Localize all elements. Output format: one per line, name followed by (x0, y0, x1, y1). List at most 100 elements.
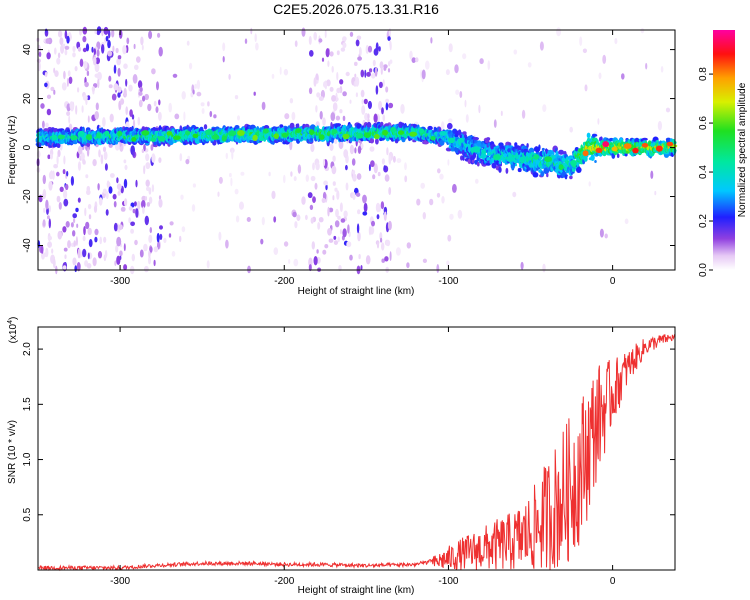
heatmap-cell (389, 59, 393, 64)
heatmap-cell (381, 107, 384, 115)
heatmap-cell (373, 163, 378, 174)
heatmap-cell (157, 241, 160, 250)
heatmap-cell (375, 85, 379, 95)
snr-panel: -300 -200 -100 0 0.5 1.0 1.5 2.0 Height of str… (7, 317, 676, 596)
colorbar-label: Normalized spectral amplitude (737, 82, 748, 217)
heatmap-cell (367, 118, 370, 123)
heatmap-cell (409, 131, 417, 137)
heatmap-cell (70, 222, 74, 228)
heatmap-cell (51, 248, 54, 254)
heatmap-cell (46, 52, 51, 60)
heatmap-cell (158, 111, 162, 121)
heatmap-cell (312, 162, 315, 171)
heatmap-cell (331, 129, 338, 134)
heatmap-cell (447, 234, 452, 242)
heatmap-cell (406, 262, 410, 269)
heatmap-cell (123, 159, 127, 164)
heatmap-cell (45, 28, 48, 33)
heatmap-cell (68, 115, 71, 124)
heatmap-cell (383, 211, 387, 221)
heatmap-cell (357, 56, 362, 61)
heatmap-cell (47, 235, 53, 241)
heatmap-cell (487, 60, 491, 71)
heatmap-cell (357, 209, 361, 215)
heatmap-cell (372, 59, 376, 67)
heatmap-cell (225, 239, 229, 249)
heatmap-cell (339, 109, 343, 114)
heatmap-cell (421, 69, 426, 80)
heatmap-cell (163, 237, 167, 243)
heatmap-cell (582, 150, 589, 157)
heatmap-cell (271, 190, 276, 200)
heatmap-cell (153, 100, 157, 107)
heatmap-cell (159, 225, 163, 230)
heatmap-cell (351, 158, 356, 166)
heatmap-cell (260, 238, 264, 245)
heatmap-cell (294, 221, 298, 229)
x-tick-label: -200 (274, 576, 294, 587)
heatmap-cell (342, 115, 346, 121)
heatmap-cell (527, 62, 532, 68)
heatmap-cell (288, 259, 291, 264)
heatmap-cell (62, 265, 67, 270)
heatmap-cell (352, 192, 356, 200)
heatmap-cell (541, 147, 545, 151)
heatmap-cell (146, 186, 150, 191)
heatmap-cell (292, 211, 297, 218)
heatmap-cell (86, 134, 92, 141)
heatmap-cell (396, 158, 402, 164)
heatmap-cell (514, 163, 517, 167)
heatmap-cell (63, 189, 68, 199)
heatmap-cell (67, 240, 71, 249)
heatmap-cell (336, 190, 340, 200)
heatmap-cell (480, 153, 487, 159)
heatmap-cell (213, 114, 217, 119)
heatmap-cell (99, 236, 102, 245)
heatmap-cell (231, 149, 234, 160)
heatmap-cell (54, 47, 57, 55)
heatmap-cell (122, 45, 127, 55)
heatmap-cell (48, 181, 53, 191)
heatmap-cell (209, 110, 213, 118)
heatmap-cell (381, 242, 385, 251)
heatmap-cell (505, 167, 509, 174)
heatmap-cell (123, 178, 128, 189)
heatmap-cell (367, 113, 370, 120)
heatmap-cell (371, 73, 376, 79)
heatmap-cell (361, 99, 364, 105)
heatmap-cell (133, 43, 136, 50)
heatmap-cell (56, 142, 61, 148)
heatmap-cell (358, 254, 361, 260)
heatmap-cell (207, 101, 210, 107)
heatmap-cell (132, 74, 138, 84)
heatmap-cell (309, 50, 314, 57)
heatmap-cell (591, 133, 598, 137)
heatmap-cell (65, 183, 69, 191)
heatmap-cell (582, 48, 588, 54)
heatmap-cell (95, 102, 99, 111)
heatmap-cell (221, 135, 227, 142)
heatmap-cell (332, 102, 338, 112)
heatmap-cell (179, 235, 182, 243)
heatmap-cell (104, 130, 110, 137)
heatmap-cell (262, 128, 269, 134)
colorbar-tick-label: 0.6 (698, 116, 709, 130)
spectrogram-y-label: Frequency (Hz) (7, 116, 18, 185)
heatmap-cell (436, 264, 440, 273)
heatmap-cell (506, 155, 515, 162)
heatmap-cell (144, 93, 150, 101)
heatmap-cell (400, 103, 405, 114)
heatmap-cell (289, 140, 293, 151)
heatmap-cell (422, 212, 426, 220)
spectrogram-x-ticks: -300 -200 -100 0 (110, 30, 616, 287)
heatmap-cell (384, 256, 389, 262)
heatmap-cell (125, 106, 128, 115)
y-tick-label: 1.5 (22, 397, 33, 411)
heatmap-cell (77, 248, 81, 259)
heatmap-cell (645, 62, 648, 70)
heatmap-cell (82, 235, 86, 242)
heatmap-cell (79, 58, 84, 67)
heatmap-cell (153, 246, 159, 253)
heatmap-cell (124, 198, 128, 207)
heatmap-cell (372, 174, 376, 180)
